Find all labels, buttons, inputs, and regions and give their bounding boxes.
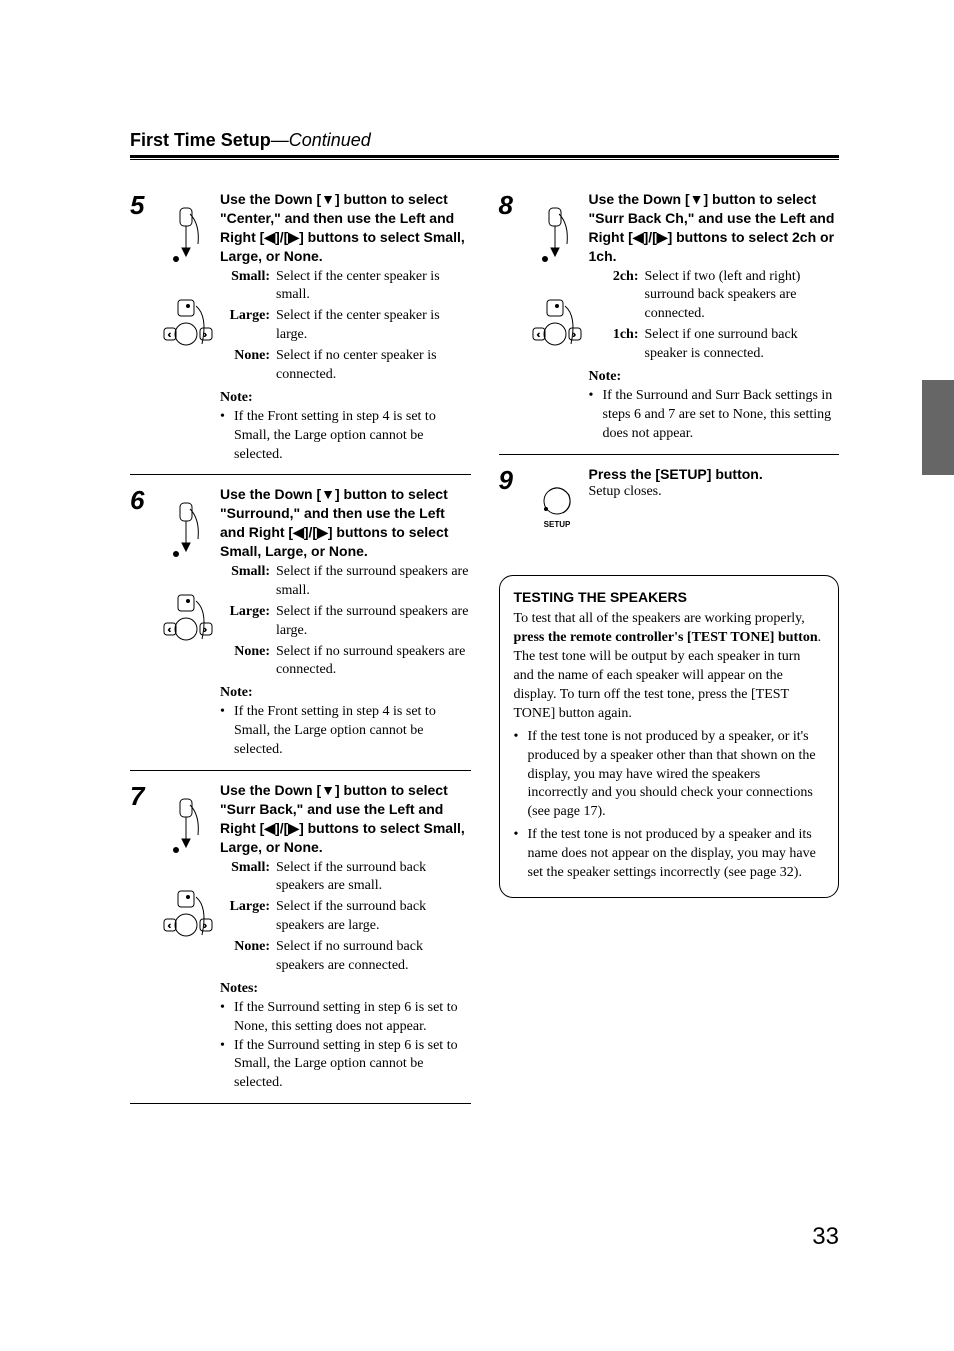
note-heading: Note:: [220, 684, 471, 703]
note-text: If the Front setting in step 4 is set to…: [234, 408, 471, 465]
left-column: 5 ‹: [130, 190, 471, 1114]
opt-text: Select if one surround back speaker is c…: [645, 326, 840, 364]
opt-label: Small:: [220, 859, 276, 897]
header-subtitle: —Continued: [271, 130, 371, 150]
step-lead: Use the Down [▼] button to select "Surr …: [589, 190, 840, 266]
step-number: 9: [499, 465, 529, 493]
step-lead: Use the Down [▼] button to select "Cente…: [220, 190, 471, 266]
opt-text: Select if the surround speakers are smal…: [276, 563, 471, 601]
right-column: 8 ‹: [499, 190, 840, 1114]
test-box-title: TESTING THE SPEAKERS: [514, 588, 825, 607]
step-number: 8: [499, 190, 529, 218]
note-heading: Note:: [220, 389, 471, 408]
bullet-icon: •: [220, 703, 234, 760]
opt-text: Select if the surround back speakers are…: [276, 859, 471, 897]
side-tab: [922, 380, 954, 475]
dpad-icon: ‹ ›: [160, 781, 220, 945]
svg-text:›: ›: [204, 921, 207, 930]
step-8: 8 ‹: [499, 190, 840, 455]
opt-text: Select if no surround back speakers are …: [276, 938, 471, 976]
opt-label: Small:: [220, 563, 276, 601]
test-box-intro: To test that all of the speakers are wor…: [514, 610, 825, 723]
bullet-icon: •: [514, 728, 528, 822]
step-number: 6: [130, 485, 160, 513]
opt-text: Select if the center speaker is large.: [276, 307, 471, 345]
note-heading: Note:: [589, 368, 840, 387]
opt-text: Select if two (left and right) surround …: [645, 268, 840, 325]
opt-label: 1ch:: [589, 326, 645, 364]
opt-text: Select if no center speaker is connected…: [276, 347, 471, 385]
header-title: First Time Setup: [130, 130, 271, 150]
testing-speakers-box: TESTING THE SPEAKERS To test that all of…: [499, 575, 840, 898]
note-text: If the Surround setting in step 6 is set…: [234, 999, 471, 1037]
bullet-icon: •: [220, 1037, 234, 1094]
step-7: 7 ‹: [130, 781, 471, 1104]
page-number: 33: [812, 1223, 839, 1251]
step-9: 9 SETUP Press the [SETUP] button. Setup …: [499, 465, 840, 545]
dpad-icon: ‹ ›: [160, 190, 220, 354]
opt-label: None:: [220, 938, 276, 976]
step-lead: Use the Down [▼] button to select "Surr …: [220, 781, 471, 857]
step-number: 5: [130, 190, 160, 218]
setup-button-icon: SETUP: [529, 465, 589, 535]
bullet-icon: •: [220, 999, 234, 1037]
opt-text: Select if the surround back speakers are…: [276, 898, 471, 936]
step-lead: Use the Down [▼] button to select "Surro…: [220, 485, 471, 561]
note-text: If the Front setting in step 4 is set to…: [234, 703, 471, 760]
svg-text:‹: ‹: [168, 330, 171, 339]
opt-label: Large:: [220, 898, 276, 936]
svg-text:›: ›: [204, 625, 207, 634]
test-bullet: If the test tone is not produced by a sp…: [528, 728, 825, 822]
svg-text:›: ›: [204, 330, 207, 339]
page-header: First Time Setup—Continued: [130, 130, 839, 158]
step-number: 7: [130, 781, 160, 809]
dpad-icon: ‹ ›: [529, 190, 589, 354]
test-bullet: If the test tone is not produced by a sp…: [528, 826, 825, 883]
step-6: 6 ‹: [130, 485, 471, 770]
opt-label: Large:: [220, 307, 276, 345]
intro-part1: To test that all of the speakers are wor…: [514, 611, 805, 626]
header-rule: [130, 159, 839, 160]
svg-text:›: ›: [573, 330, 576, 339]
note-text: If the Surround and Surr Back settings i…: [603, 387, 840, 444]
svg-text:‹: ‹: [168, 921, 171, 930]
bullet-icon: •: [220, 408, 234, 465]
intro-bold: press the remote controller's [TEST TONE…: [514, 630, 818, 645]
opt-text: Select if the center speaker is small.: [276, 268, 471, 306]
bullet-icon: •: [514, 826, 528, 883]
svg-text:‹: ‹: [537, 330, 540, 339]
svg-text:‹: ‹: [168, 625, 171, 634]
step-5: 5 ‹: [130, 190, 471, 475]
opt-label: None:: [220, 347, 276, 385]
bullet-icon: •: [589, 387, 603, 444]
opt-label: 2ch:: [589, 268, 645, 325]
step-body-text: Setup closes.: [589, 483, 840, 502]
note-text: If the Surround setting in step 6 is set…: [234, 1037, 471, 1094]
opt-text: Select if the surround speakers are larg…: [276, 603, 471, 641]
opt-text: Select if no surround speakers are conne…: [276, 643, 471, 681]
svg-text:SETUP: SETUP: [543, 520, 570, 529]
opt-label: None:: [220, 643, 276, 681]
opt-label: Small:: [220, 268, 276, 306]
step-lead: Press the [SETUP] button.: [589, 465, 840, 484]
note-heading: Notes:: [220, 980, 471, 999]
dpad-icon: ‹ ›: [160, 485, 220, 649]
opt-label: Large:: [220, 603, 276, 641]
